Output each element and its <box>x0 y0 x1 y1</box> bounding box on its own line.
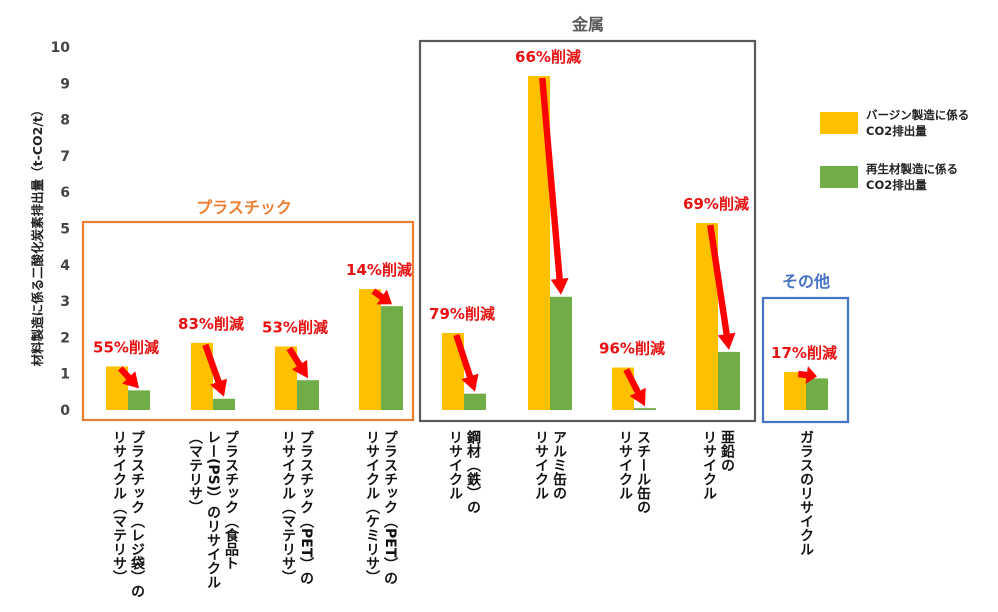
reduction-arrow <box>707 224 736 350</box>
category-label: 鋼材（鉄）の <box>465 429 482 514</box>
reduction-label: 79%削減 <box>429 305 495 323</box>
reduction-label: 83%削減 <box>178 315 244 333</box>
bar-recycled <box>464 393 486 410</box>
y-axis-label: 材料製造に係る二酸化炭素排出量（t-CO2/t） <box>30 104 45 368</box>
reduction-labels: 55%削減 83%削減 53%削減 14%削減 79%削減 66%削減 96%削減 69%削減… <box>93 48 837 362</box>
reduction-arrow <box>797 366 817 384</box>
category-label: リサイクル（マテリサ） <box>280 430 297 584</box>
category-label: リサイクル <box>617 430 633 500</box>
reduction-arrow <box>202 343 227 397</box>
bar-virgin <box>696 223 718 410</box>
group-frame <box>418 39 757 423</box>
category-label: リサイクル（ケミリサ） <box>364 430 381 584</box>
y-tick-label: 10 <box>51 40 71 56</box>
category-label: リサイクル（マテリサ） <box>111 430 128 584</box>
reduction-arrow <box>623 368 646 407</box>
y-tick-label: 5 <box>60 222 70 238</box>
category-label: プラスチック（食品ト <box>223 430 240 570</box>
category-labels: プラスチック（レジ袋）のリサイクル（マテリサ） プラスチック（食品トレー(PS)）… <box>111 429 814 598</box>
reduction-label: 14%削減 <box>346 261 412 279</box>
category-label: アルミ缶の <box>551 430 567 500</box>
bars <box>106 76 828 410</box>
legend-label: CO2排出量 <box>866 124 927 138</box>
bar-recycled <box>634 408 656 410</box>
category-label: プラスチック（レジ袋）の <box>129 430 146 598</box>
reduction-label: 66%削減 <box>515 48 581 66</box>
group-label: その他 <box>782 272 830 291</box>
bar-recycled <box>806 378 828 410</box>
reduction-label: 17%削減 <box>771 344 837 362</box>
y-tick-label: 7 <box>60 149 70 165</box>
bar-virgin <box>442 333 464 410</box>
bar-recycled <box>550 296 572 410</box>
legend-swatch <box>820 166 858 188</box>
bar-recycled <box>128 390 150 410</box>
reduction-label: 55%削減 <box>93 338 159 356</box>
bar-virgin <box>275 346 297 410</box>
bar-recycled <box>213 398 235 410</box>
category-label: リサイクル <box>533 430 549 500</box>
y-tick-label: 1 <box>60 367 70 383</box>
y-tick-label: 0 <box>60 403 70 419</box>
y-tick-label: 6 <box>60 185 70 201</box>
reduction-arrow <box>371 288 392 305</box>
group-label: プラスチック <box>196 198 292 217</box>
group-frame <box>81 220 415 422</box>
category-label: プラスチック（PET）の <box>298 430 315 586</box>
bar-recycled <box>718 351 740 410</box>
reduction-arrow <box>286 346 308 379</box>
legend-swatch <box>820 112 858 134</box>
category-label: ガラスのリサイクル <box>798 430 814 556</box>
reduction-arrows <box>118 77 817 407</box>
y-tick-label: 4 <box>60 258 70 274</box>
bar-virgin <box>784 371 806 410</box>
bar-virgin <box>106 366 128 410</box>
bar-recycled <box>381 306 403 410</box>
y-tick-label: 3 <box>60 294 70 310</box>
reduction-arrow <box>453 334 479 392</box>
bar-virgin <box>359 289 381 410</box>
reduction-arrow <box>118 366 139 389</box>
y-tick-label: 2 <box>60 330 70 346</box>
legend-label: CO2排出量 <box>866 178 927 192</box>
category-label: （マテリサ） <box>187 430 204 514</box>
bar-virgin <box>528 76 550 410</box>
bar-recycled <box>297 380 319 410</box>
group-label: 金属 <box>571 15 604 34</box>
category-label: プラスチック（PET）の <box>382 430 399 586</box>
y-axis: 0 1 2 3 4 5 6 7 8 9 10 材料製造に係る二酸化炭素排出量（t-CO2/t） <box>30 40 70 419</box>
group-frame <box>761 296 850 424</box>
category-label: スチール缶の <box>635 430 651 514</box>
reduction-label: 96%削減 <box>599 340 665 358</box>
y-tick-label: 9 <box>60 76 70 92</box>
category-label: リサイクル <box>701 430 717 500</box>
category-label: 亜鉛の <box>719 430 735 472</box>
category-label: リサイクル <box>447 430 463 500</box>
reduction-arrow <box>539 77 569 295</box>
legend-label: バージン製造に係る <box>866 108 969 122</box>
category-label: レー(PS)）のリサイクル <box>205 430 222 589</box>
y-tick-label: 8 <box>60 113 70 129</box>
reduction-label: 69%削減 <box>683 195 749 213</box>
reduction-label: 53%削減 <box>262 318 328 336</box>
legend-label: 再生材製造に係る <box>866 162 958 176</box>
